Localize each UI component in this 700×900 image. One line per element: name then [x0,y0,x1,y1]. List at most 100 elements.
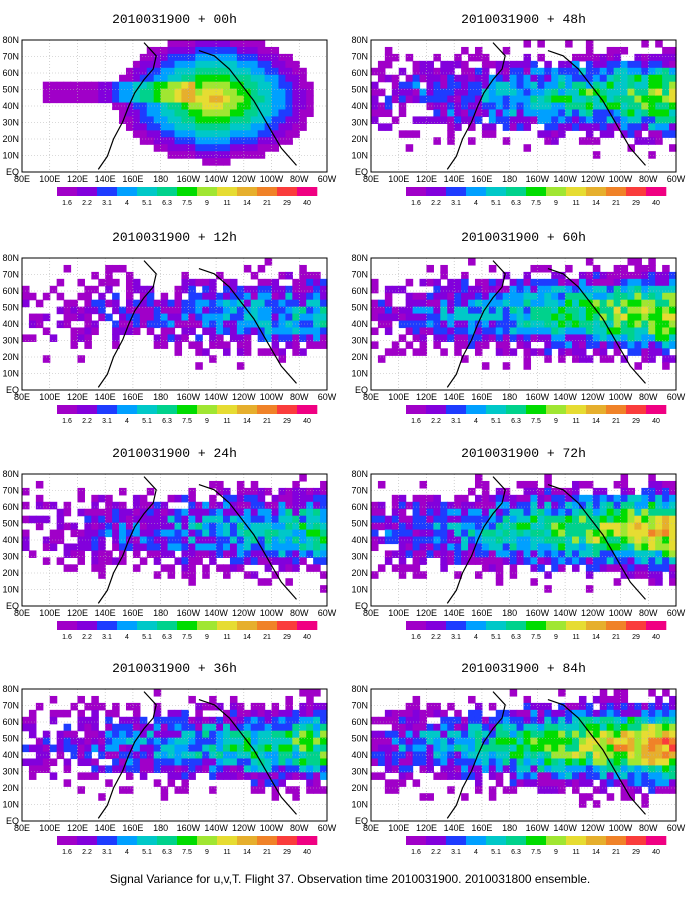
field-cell [167,723,176,732]
field-cell [461,550,469,558]
field-cell [620,786,629,794]
field-cell [655,278,663,287]
field-cell [634,772,642,780]
field-cell [578,793,587,801]
field-cell [119,81,127,90]
field-cell [167,151,176,159]
field-cell [544,81,552,90]
field-cell [377,744,386,753]
field-cell [495,74,504,83]
field-cell [132,88,141,97]
field-cell [537,285,545,294]
field-cell [509,348,518,356]
field-cell [216,292,224,301]
field-cell [384,751,393,760]
field-cell [299,264,307,273]
field-cell [243,758,252,767]
field-cell [223,494,231,503]
field-cell [112,737,120,746]
field-cell [264,578,273,586]
field-cell [306,313,314,322]
field-cell [42,313,51,322]
field-cell [488,299,497,308]
field-cell [613,53,622,62]
field-cell [299,116,307,124]
field-cell [167,95,176,104]
field-cell [447,543,455,552]
field-cell [257,130,266,138]
field-cell [461,772,469,780]
lat-tick-label: 80N [351,253,368,263]
lat-tick-label: 70N [2,52,19,62]
field-cell [181,723,189,732]
field-cell [371,744,379,753]
field-cell [613,123,622,131]
field-cell [585,536,594,545]
field-cell [461,320,469,329]
lon-tick-label: 180 [153,392,168,402]
field-cell [153,109,162,118]
field-cell [502,515,511,524]
field-cell [627,341,636,349]
field-cell [412,494,421,503]
field-cell [313,501,321,510]
field-cell [271,522,280,531]
field-cell [551,730,559,739]
field-cell [306,786,314,794]
field-cell [412,515,421,524]
field-cell [572,299,580,308]
field-cell [620,765,629,773]
field-cell [391,709,400,718]
field-cell [202,515,210,524]
field-cell [320,522,328,531]
field-cell [433,723,441,732]
field-cell [613,564,622,572]
field-cell [634,765,642,773]
field-cell [132,702,141,711]
field-cell [495,779,504,787]
field-cell [544,123,552,131]
field-cell [669,543,677,552]
lon-tick-label: 160E [122,823,143,833]
field-cell [223,543,231,552]
field-cell [56,508,65,517]
colorbar-swatch [546,836,567,845]
field-cell [592,772,601,780]
field-cell [419,60,428,69]
field-cell [160,536,169,545]
field-cell [146,487,155,496]
field-cell [481,550,490,558]
field-cell [223,730,231,739]
field-cell [447,95,455,104]
field-cell [299,508,307,517]
field-cell [105,264,113,273]
field-cell [243,709,252,718]
field-cell [313,306,321,315]
field-cell [578,709,587,718]
field-cell [160,53,169,62]
field-cell [105,515,113,524]
field-cell [243,116,252,124]
field-cell [454,88,462,97]
coastline-america [198,484,297,600]
field-cell [509,494,518,503]
field-cell [495,709,504,718]
field-cell [91,543,99,552]
lat-tick-label: 70N [351,486,368,496]
field-cell [620,571,629,579]
field-cell [292,550,300,558]
field-cell [153,543,162,552]
field-cell [264,508,273,517]
field-cell [488,737,497,746]
field-cell [42,81,51,90]
field-cell [662,550,670,558]
field-cell [558,81,566,90]
field-cell [641,751,649,760]
field-cell [537,751,545,760]
field-cell [292,313,300,322]
field-cell [285,327,293,336]
field-cell [641,800,649,808]
field-cell [209,278,217,287]
colorbar-tick-label: 5.1 [142,849,152,856]
field-cell [181,40,189,48]
